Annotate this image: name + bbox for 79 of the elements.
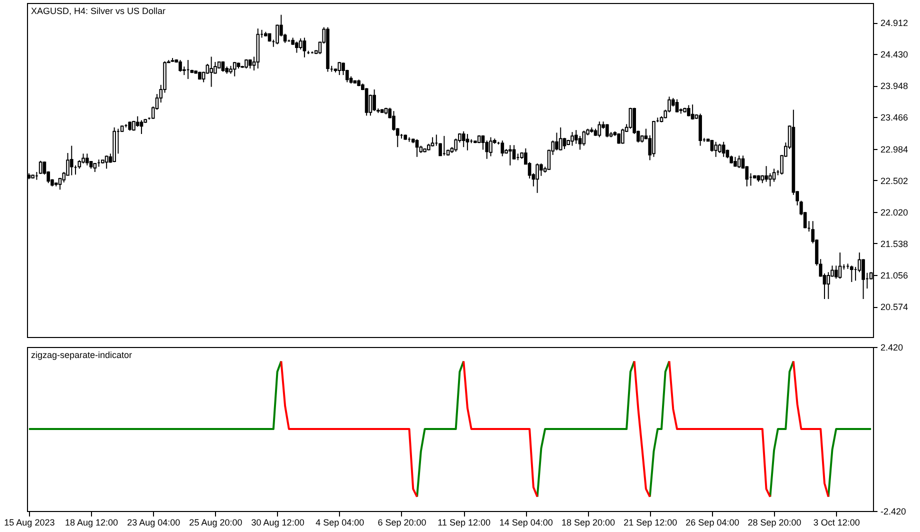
candlestick: [128, 121, 132, 132]
x-tick-label: 4 Sep 04:00: [316, 518, 364, 528]
chart-title: zigzag-separate-indicator: [31, 350, 132, 360]
candlestick: [687, 104, 690, 117]
candlestick: [838, 252, 842, 280]
x-tick-label: 25 Aug 20:00: [189, 518, 242, 528]
x-tick-label: 21 Sep 12:00: [624, 518, 678, 528]
candlestick: [232, 61, 236, 77]
candlestick: [302, 37, 306, 58]
candlestick: [364, 88, 368, 116]
candlestick: [140, 120, 144, 134]
candlestick: [178, 59, 182, 72]
candlestick: [768, 172, 772, 187]
candlestick: [834, 265, 838, 280]
candlestick: [415, 138, 419, 158]
candlestick: [606, 124, 609, 138]
candlestick: [598, 121, 602, 138]
chart-title: XAGUSD, H4: Silver vs US Dollar: [31, 6, 166, 16]
candlestick: [826, 272, 830, 300]
y-tick-label: 20.574: [880, 302, 908, 312]
candlestick: [298, 38, 302, 50]
candlestick: [764, 166, 768, 182]
x-tick-label: 11 Sep 12:00: [438, 518, 491, 528]
x-tick-label: 15 Aug 2023: [4, 518, 55, 528]
x-tick-label: 14 Sep 04:00: [499, 518, 553, 528]
candlestick: [372, 88, 376, 112]
y-tick-label: 24.912: [880, 18, 908, 28]
x-tick-label: 6 Sep 20:00: [378, 518, 426, 528]
candlestick: [714, 141, 718, 158]
candlestick: [342, 62, 345, 76]
candlestick: [466, 133, 470, 151]
candlestick: [536, 162, 539, 194]
y-tick-label: 22.984: [880, 144, 908, 154]
y-tick-label: 23.466: [880, 112, 908, 123]
candlestick: [489, 136, 492, 157]
candlestick: [558, 126, 562, 151]
x-tick-label: 18 Sep 20:00: [561, 518, 616, 528]
y-tick-label: 23.948: [880, 81, 908, 92]
candlestick: [628, 107, 632, 130]
x-tick-label: 18 Aug 12:00: [65, 518, 118, 528]
candlestick: [621, 128, 624, 144]
x-tick-label: 30 Aug 12:00: [251, 518, 304, 528]
x-tick-label: 23 Aug 04:00: [127, 518, 180, 528]
candlestick: [136, 116, 140, 128]
candlestick: [555, 132, 558, 151]
candlestick: [500, 140, 504, 157]
candlestick: [430, 136, 434, 147]
candlestick: [737, 155, 741, 169]
x-tick-label: 28 Sep 20:00: [748, 518, 802, 528]
candlestick: [481, 134, 485, 150]
y-tick-label: 2.420: [880, 342, 904, 352]
y-tick-label: 24.430: [880, 50, 908, 60]
candlestick: [772, 168, 776, 182]
candlestick: [210, 56, 213, 88]
x-tick-label: 26 Sep 04:00: [686, 518, 740, 528]
candlestick: [104, 155, 108, 170]
candlestick: [338, 61, 342, 76]
candlestick: [675, 98, 679, 113]
candlestick: [295, 41, 298, 54]
candlestick: [570, 132, 574, 146]
y-tick-label: 22.502: [880, 176, 908, 186]
candlestick: [718, 143, 722, 154]
candlestick: [462, 130, 466, 148]
candlestick: [540, 162, 543, 176]
candlestick: [508, 144, 512, 166]
y-tick-label: 21.538: [880, 238, 908, 249]
candlestick: [582, 130, 586, 146]
candlestick: [70, 145, 74, 176]
candlestick: [578, 135, 582, 150]
candlestick: [850, 265, 854, 282]
y-tick-label: 22.020: [880, 207, 908, 218]
candlestick: [38, 160, 42, 174]
candlestick: [690, 104, 694, 120]
candlestick: [722, 141, 726, 158]
y-tick-label: -2.420: [880, 506, 906, 516]
y-tick-label: 21.056: [880, 270, 908, 281]
candlestick: [85, 153, 89, 166]
candlestick: [512, 144, 516, 160]
x-tick-label: 3 Oct 12:00: [813, 518, 860, 528]
